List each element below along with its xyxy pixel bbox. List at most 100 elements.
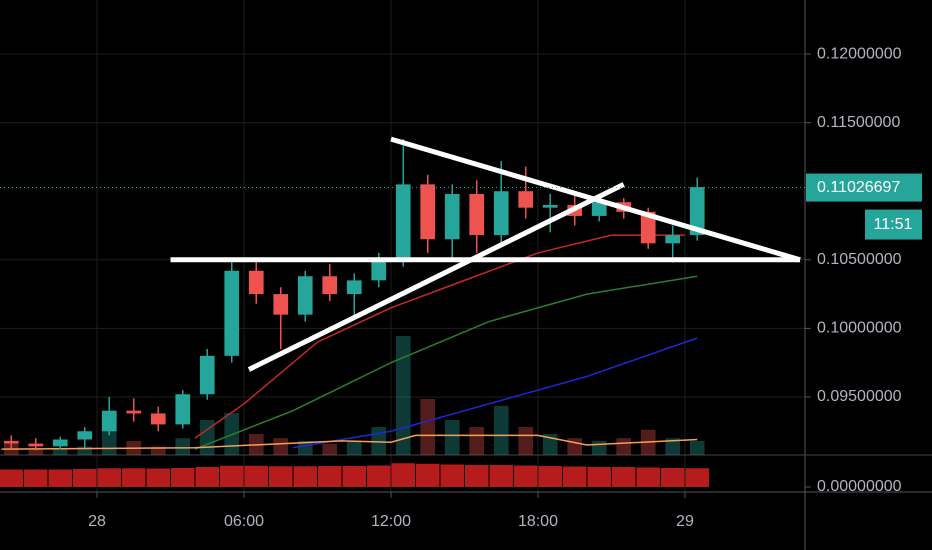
indicator-bar: [73, 469, 97, 487]
volume-bar: [150, 446, 166, 455]
volume-bar: [689, 441, 705, 455]
indicator-bar: [195, 467, 220, 487]
y-tick-label: 0.10000000: [817, 320, 902, 337]
volume-bar: [518, 427, 534, 455]
candle-body: [542, 204, 558, 208]
candle-body: [493, 191, 509, 236]
candle-body: [199, 355, 215, 395]
indicator-bar: [0, 469, 24, 487]
indicator-bar: [489, 465, 513, 487]
y-tick-label: 0.09500000: [817, 388, 902, 405]
indicator-bar: [24, 469, 48, 487]
candle-body: [3, 440, 19, 444]
indicator-bar: [219, 465, 244, 487]
moving-average: [1, 434, 698, 450]
volume-bar: [469, 427, 485, 455]
indicator-bar: [440, 464, 464, 487]
indicator-bar: [538, 466, 562, 487]
candle-body: [346, 280, 362, 295]
y-tick-label: 0.11500000: [817, 114, 900, 131]
indicator-bar: [685, 468, 709, 487]
x-tick-label: 06:00: [224, 513, 264, 530]
indicator-bar: [415, 463, 440, 487]
indicator-bar: [317, 466, 342, 487]
candle-body: [518, 191, 534, 208]
candle-body: [444, 193, 460, 240]
indicator-bar: [244, 465, 269, 487]
indicator-bar: [293, 466, 318, 487]
candle-body: [395, 184, 411, 260]
candle-body: [273, 294, 289, 315]
x-tick-label: 28: [88, 513, 106, 530]
volume-bar: [175, 438, 191, 455]
volume-bar: [616, 438, 632, 455]
indicator-bar: [121, 468, 146, 487]
candle-body: [297, 276, 313, 315]
price-label-box: [806, 173, 922, 202]
indicator-bar: [587, 467, 611, 487]
indicator-bar: [636, 467, 660, 487]
volume-bar: [77, 446, 93, 455]
candle-body: [224, 270, 240, 356]
indicator-bar: [464, 465, 489, 487]
candle-body: [689, 187, 705, 236]
candle-body: [640, 211, 656, 244]
indicator-bar: [366, 465, 391, 487]
candle-body: [126, 410, 142, 414]
x-tick-label: 29: [676, 513, 694, 530]
volume-bar: [371, 427, 387, 455]
price-label: 0.11026697: [817, 179, 900, 196]
candle-body: [322, 276, 338, 295]
volume-bar: [493, 406, 509, 455]
x-tick-label: 12:00: [371, 513, 411, 530]
trendline: [247, 182, 625, 372]
indicator-bar: [97, 468, 122, 487]
candle-body: [150, 413, 166, 425]
candle-body: [248, 270, 264, 295]
candle-body: [52, 439, 68, 447]
candle-body: [665, 235, 681, 244]
candle-body: [175, 394, 191, 425]
volume-bar: [28, 449, 44, 455]
y-tick-label: 0.00000000: [817, 478, 902, 495]
candle-body: [420, 184, 436, 240]
candle-body: [101, 410, 117, 432]
indicator-bar: [513, 465, 538, 487]
indicator-bar: [268, 466, 293, 487]
indicator-bar: [170, 468, 195, 487]
volume-bar: [52, 448, 68, 455]
volume-bar: [591, 441, 607, 455]
countdown: 11:51: [874, 216, 913, 233]
moving-average: [194, 275, 698, 450]
candle-body: [77, 431, 93, 440]
indicator-bar: [562, 466, 587, 487]
moving-average: [292, 337, 698, 449]
candle-body: [28, 443, 44, 447]
volume-bar: [420, 399, 436, 455]
x-tick-label: 18:00: [518, 513, 558, 530]
moving-average: [194, 234, 685, 439]
y-tick-label: 0.12000000: [817, 45, 902, 62]
volume-bar: [444, 420, 460, 455]
countdown-box: [865, 209, 922, 240]
candle-body: [469, 193, 485, 236]
volume-bar: [273, 438, 289, 455]
volume-bar: [346, 441, 362, 455]
volume-bar: [665, 438, 681, 455]
candle-body: [371, 259, 387, 281]
candle-body: [591, 202, 607, 216]
indicator-bar: [48, 469, 73, 487]
y-tick-label: 0.10500000: [817, 251, 902, 268]
indicator-bar: [611, 467, 636, 487]
volume-bar: [322, 443, 338, 455]
indicator-bar: [391, 463, 415, 487]
indicator-bar: [146, 468, 171, 487]
indicator-bar: [660, 468, 685, 487]
volume-bar: [567, 438, 583, 455]
volume-bar: [395, 336, 411, 455]
indicator-bar: [342, 466, 366, 487]
